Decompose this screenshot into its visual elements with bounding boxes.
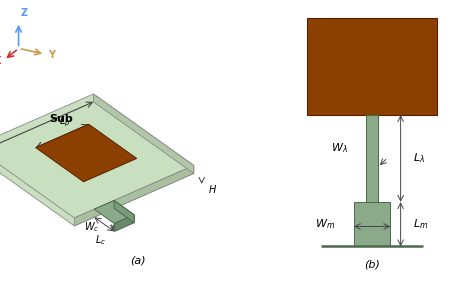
Text: $L_p$: $L_p$ [59,115,71,129]
Polygon shape [93,94,194,173]
Text: $W_c$: $W_c$ [84,221,100,234]
Text: Sub: Sub [50,114,73,124]
Text: $H$: $H$ [209,183,218,195]
Bar [366,115,378,202]
Polygon shape [114,215,134,232]
Text: X: X [0,56,1,66]
Polygon shape [94,200,134,223]
Text: (a): (a) [130,256,146,266]
Polygon shape [114,200,134,223]
Text: $W_m$: $W_m$ [315,218,335,232]
Polygon shape [0,94,194,218]
Bar [354,202,391,247]
Text: $L_c$: $L_c$ [95,234,106,247]
Text: $L_m$: $L_m$ [413,217,428,231]
Text: (b): (b) [364,260,380,270]
Text: $W_{\lambda}$: $W_{\lambda}$ [331,141,348,155]
Text: Y: Y [48,50,55,60]
Polygon shape [0,102,194,226]
Polygon shape [36,124,137,182]
Bar [307,18,438,115]
Text: Z: Z [21,8,28,18]
Text: $L_{\lambda}$: $L_{\lambda}$ [413,151,425,165]
Polygon shape [74,166,194,226]
